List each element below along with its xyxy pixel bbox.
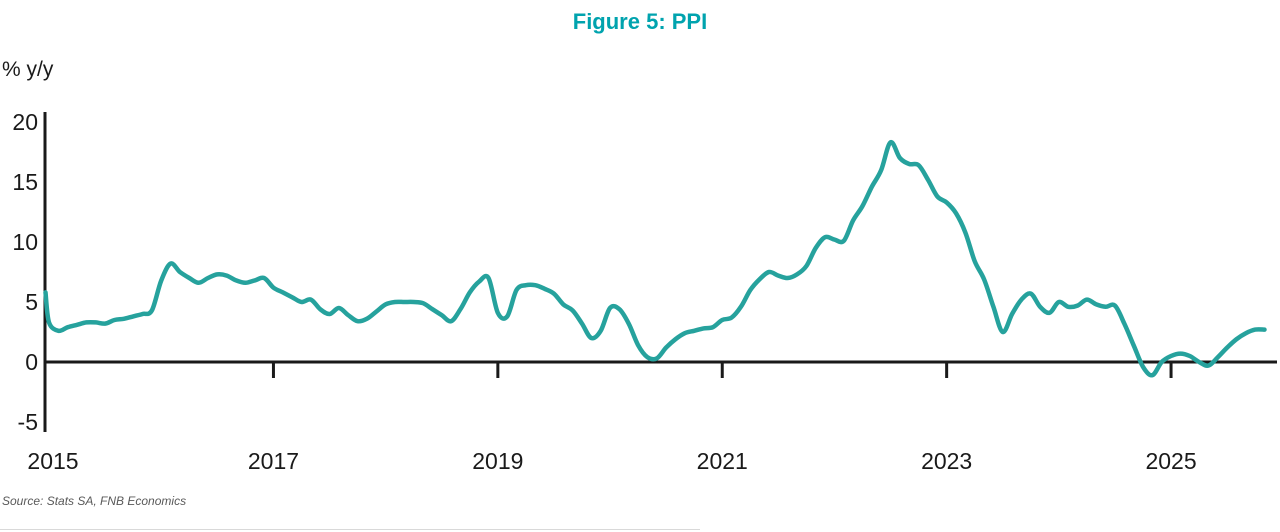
x-tick-label: 2015 xyxy=(27,448,78,474)
y-tick-label: 0 xyxy=(25,349,38,375)
x-tick-label: 2019 xyxy=(472,448,523,474)
x-tick-label: 2017 xyxy=(248,448,299,474)
y-tick-label: 5 xyxy=(25,289,38,315)
ppi-line-series xyxy=(43,140,1267,378)
y-tick-label: 15 xyxy=(12,169,38,195)
source-note: Source: Stats SA, FNB Economics xyxy=(2,494,187,508)
chart-title: Figure 5: PPI xyxy=(572,9,708,34)
y-tick-label: -5 xyxy=(18,409,38,435)
y-axis-unit-label: % y/y xyxy=(2,58,54,81)
y-tick-label: 10 xyxy=(12,229,38,255)
x-tick-label: 2025 xyxy=(1145,448,1196,474)
y-tick-label: 20 xyxy=(12,109,38,135)
bottom-divider xyxy=(0,529,700,530)
x-tick-label: 2021 xyxy=(697,448,748,474)
x-tick-label: 2023 xyxy=(921,448,972,474)
